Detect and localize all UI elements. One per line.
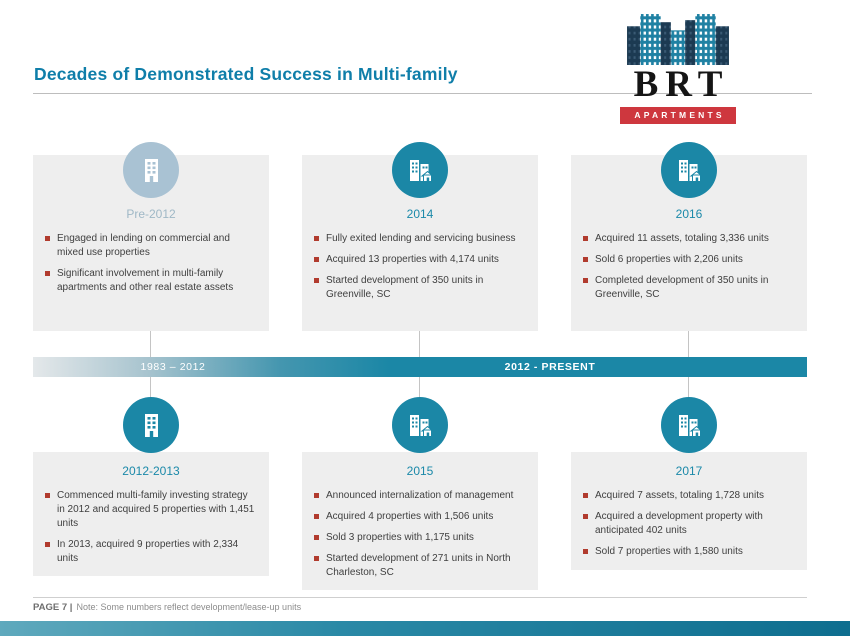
buildings-house-icon <box>404 409 436 441</box>
bullet-text: Acquired 4 properties with 1,506 units <box>326 511 494 522</box>
bullet-text: Commenced multi-family investing strateg… <box>57 490 255 529</box>
bullet-text: Acquired 7 assets, totaling 1,728 units <box>595 490 764 501</box>
bullet-item: Acquired a development property with ant… <box>583 510 795 538</box>
logo-buildings-icon <box>620 12 736 65</box>
logo-brand-text: BRT <box>633 64 730 105</box>
year-label: 2012-2013 <box>122 464 180 478</box>
bullet-text: In 2013, acquired 9 properties with 2,33… <box>57 539 239 564</box>
year-label: 2016 <box>675 207 703 221</box>
year-label: 2014 <box>406 207 434 221</box>
bullet-text: Announced internalization of management <box>326 490 514 501</box>
bullet-marker <box>45 542 50 547</box>
bullet-item: Completed development of 350 units in Gr… <box>583 274 795 302</box>
milestone-card: 2017 Acquired 7 assets, totaling 1,728 u… <box>571 452 807 570</box>
bullet-text: Fully exited lending and servicing busin… <box>326 233 516 244</box>
timeline-left-label: 1983 – 2012 <box>140 361 206 373</box>
page-title: Decades of Demonstrated Success in Multi… <box>34 64 458 84</box>
year-label: 2017 <box>675 464 703 478</box>
milestone-2015: 2015 Announced internalization of manage… <box>302 397 538 590</box>
bullet-item: Sold 7 properties with 1,580 units <box>583 545 795 559</box>
office-building-icon <box>135 409 167 441</box>
bullet-marker <box>314 535 319 540</box>
bullet-text: Acquired 13 properties with 4,174 units <box>326 254 499 265</box>
bullet-marker <box>314 236 319 241</box>
bullet-item: Acquired 4 properties with 1,506 units <box>314 510 526 524</box>
bullet-text: Sold 3 properties with 1,175 units <box>326 532 474 543</box>
bullet-marker <box>583 493 588 498</box>
bullet-text: Sold 6 properties with 2,206 units <box>595 254 743 265</box>
bullet-marker <box>314 514 319 519</box>
bullet-marker <box>583 278 588 283</box>
bullet-text: Started development of 271 units in Nort… <box>326 553 511 578</box>
bullet-list: Engaged in lending on commercial and mix… <box>45 232 257 295</box>
bullet-list: Fully exited lending and servicing busin… <box>314 232 526 302</box>
bottom-accent-bar <box>0 621 850 636</box>
brt-logo: BRT APARTMENTS <box>620 12 736 124</box>
footer: PAGE 7 | Note: Some numbers reflect devel… <box>33 602 301 613</box>
bullet-marker <box>314 556 319 561</box>
milestone-card: 2015 Announced internalization of manage… <box>302 452 538 590</box>
logo-tagline-bar: APARTMENTS <box>620 106 736 124</box>
milestone-pre-2012: Pre-2012 Engaged in lending on commercia… <box>33 142 269 331</box>
milestone-circle <box>123 142 179 198</box>
bullet-item: Announced internalization of management <box>314 489 526 503</box>
bullet-marker <box>45 236 50 241</box>
title-divider <box>33 93 812 94</box>
bullet-item: Significant involvement in multi-family … <box>45 267 257 295</box>
bullet-list: Acquired 7 assets, totaling 1,728 units … <box>583 489 795 559</box>
bullet-marker <box>583 549 588 554</box>
milestone-2016: 2016 Acquired 11 assets, totaling 3,336 … <box>571 142 807 331</box>
bullet-text: Sold 7 properties with 1,580 units <box>595 546 743 557</box>
year-label: Pre-2012 <box>126 207 176 221</box>
bullet-item: In 2013, acquired 9 properties with 2,33… <box>45 538 257 566</box>
buildings-house-icon <box>673 154 705 186</box>
bullet-item: Engaged in lending on commercial and mix… <box>45 232 257 260</box>
bullet-text: Started development of 350 units in Gree… <box>326 275 484 300</box>
milestone-2017: 2017 Acquired 7 assets, totaling 1,728 u… <box>571 397 807 570</box>
milestone-circle <box>661 142 717 198</box>
bullet-marker <box>583 257 588 262</box>
milestone-card: 2012-2013 Commenced multi-family investi… <box>33 452 269 576</box>
timeline-right-label: 2012 - PRESENT <box>504 361 596 373</box>
bullet-text: Completed development of 350 units in Gr… <box>595 275 769 300</box>
bullet-text: Significant involvement in multi-family … <box>57 268 234 293</box>
office-building-icon <box>135 154 167 186</box>
buildings-house-icon <box>673 409 705 441</box>
bullet-marker <box>314 493 319 498</box>
bullet-item: Sold 3 properties with 1,175 units <box>314 531 526 545</box>
page-number: PAGE 7 | <box>33 602 73 613</box>
bullet-item: Acquired 13 properties with 4,174 units <box>314 253 526 267</box>
bullet-item: Started development of 271 units in Nort… <box>314 552 526 580</box>
bullet-item: Sold 6 properties with 2,206 units <box>583 253 795 267</box>
bullet-marker <box>583 236 588 241</box>
bullet-list: Acquired 11 assets, totaling 3,336 units… <box>583 232 795 302</box>
bullet-marker <box>314 278 319 283</box>
bullet-item: Started development of 350 units in Gree… <box>314 274 526 302</box>
timeline-bar: 1983 – 2012 2012 - PRESENT <box>33 357 807 377</box>
bullet-marker <box>45 493 50 498</box>
bullet-item: Acquired 7 assets, totaling 1,728 units <box>583 489 795 503</box>
bullet-text: Acquired a development property with ant… <box>595 511 763 536</box>
bullet-text: Engaged in lending on commercial and mix… <box>57 233 230 258</box>
footer-note: Note: Some numbers reflect development/l… <box>76 602 302 612</box>
bullet-marker <box>314 257 319 262</box>
footer-divider <box>33 597 807 598</box>
bullet-text: Acquired 11 assets, totaling 3,336 units <box>595 233 769 244</box>
bullet-list: Commenced multi-family investing strateg… <box>45 489 257 566</box>
milestone-circle <box>123 397 179 453</box>
bullet-list: Announced internalization of management … <box>314 489 526 580</box>
milestone-2014: 2014 Fully exited lending and servicing … <box>302 142 538 331</box>
milestone-circle <box>392 397 448 453</box>
buildings-house-icon <box>404 154 436 186</box>
year-label: 2015 <box>406 464 434 478</box>
bullet-item: Fully exited lending and servicing busin… <box>314 232 526 246</box>
bullet-item: Commenced multi-family investing strateg… <box>45 489 257 531</box>
bullet-marker <box>583 514 588 519</box>
milestone-circle <box>392 142 448 198</box>
bullet-item: Acquired 11 assets, totaling 3,336 units <box>583 232 795 246</box>
bullet-marker <box>45 271 50 276</box>
milestone-2012-2013: 2012-2013 Commenced multi-family investi… <box>33 397 269 576</box>
milestone-circle <box>661 397 717 453</box>
